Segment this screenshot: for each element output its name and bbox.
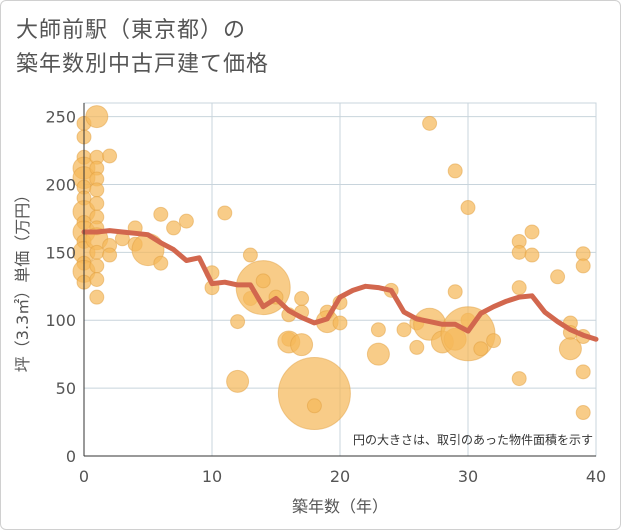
bubble-point <box>102 148 118 164</box>
trend-line <box>81 228 599 342</box>
bubble-point <box>332 315 348 331</box>
bubble-point <box>290 333 314 357</box>
y-tick-label: 150 <box>45 243 76 262</box>
y-axis-label: 坪（3.3㎡）単価（万円） <box>13 187 32 372</box>
bubble-point <box>575 364 591 380</box>
bubble-point <box>447 284 463 300</box>
size-note: 円の大きさは、取引のあった物件面積を示す <box>353 432 593 447</box>
y-tick-label: 250 <box>45 108 76 127</box>
bubble-point <box>226 369 250 393</box>
bubble-point <box>473 341 489 357</box>
bubble-point <box>460 200 476 216</box>
bubble-point <box>89 272 105 287</box>
bubble-point <box>511 244 527 260</box>
bubble-point <box>306 398 322 414</box>
bubble-point <box>255 273 271 289</box>
bubble-point <box>422 115 438 131</box>
bubble-point <box>217 205 233 221</box>
y-tick-label: 50 <box>56 379 76 398</box>
bubble-point <box>366 342 390 366</box>
bubble-point <box>102 247 118 263</box>
bubble-point <box>486 333 502 349</box>
bubble-point <box>85 105 109 129</box>
bubble-point <box>166 220 182 236</box>
y-tick-label: 0 <box>66 447 76 466</box>
bubble-point <box>153 255 169 271</box>
y-tick-label: 100 <box>45 311 76 330</box>
bubble-point <box>511 371 527 387</box>
x-tick-label: 10 <box>202 467 222 486</box>
bubble-point <box>294 291 310 307</box>
bubble-point <box>242 247 258 263</box>
bubble-point <box>524 224 540 240</box>
bubble-point <box>89 195 105 211</box>
bubble-point <box>89 289 105 305</box>
bubble-point <box>89 244 105 260</box>
bubble-point <box>89 258 105 274</box>
x-tick-label: 0 <box>79 467 89 486</box>
bubble-point <box>550 269 566 285</box>
bubble-point <box>230 314 246 330</box>
bubble-point <box>575 405 591 421</box>
x-tick-label: 40 <box>586 467 606 486</box>
title-line-2: 築年数別中古戸建て価格 <box>16 52 270 77</box>
title-line-1: 大師前駅（東京都）の <box>16 18 247 43</box>
bubble-point <box>178 213 194 229</box>
x-tick-label: 20 <box>330 467 350 486</box>
bubble-point <box>153 206 169 222</box>
chart-title: 大師前駅（東京都）の 築年数別中古戸建て価格 <box>16 14 269 82</box>
bubble-point <box>511 280 527 296</box>
bubble-point <box>447 163 463 179</box>
axes: 0 10 20 30 40 0 50 100 150 200 250 <box>45 103 606 486</box>
bubble-point <box>524 247 540 263</box>
y-tick-label: 200 <box>45 175 76 194</box>
bubble-point <box>89 182 105 198</box>
bubble-point <box>370 322 386 338</box>
x-axis-label: 築年数（年） <box>292 497 388 516</box>
bubble-point <box>575 258 591 274</box>
bubble-point <box>396 322 412 338</box>
bubble-point <box>277 357 351 431</box>
x-tick-label: 30 <box>458 467 478 486</box>
bubble-point <box>409 339 425 355</box>
bubble-point <box>558 337 582 361</box>
